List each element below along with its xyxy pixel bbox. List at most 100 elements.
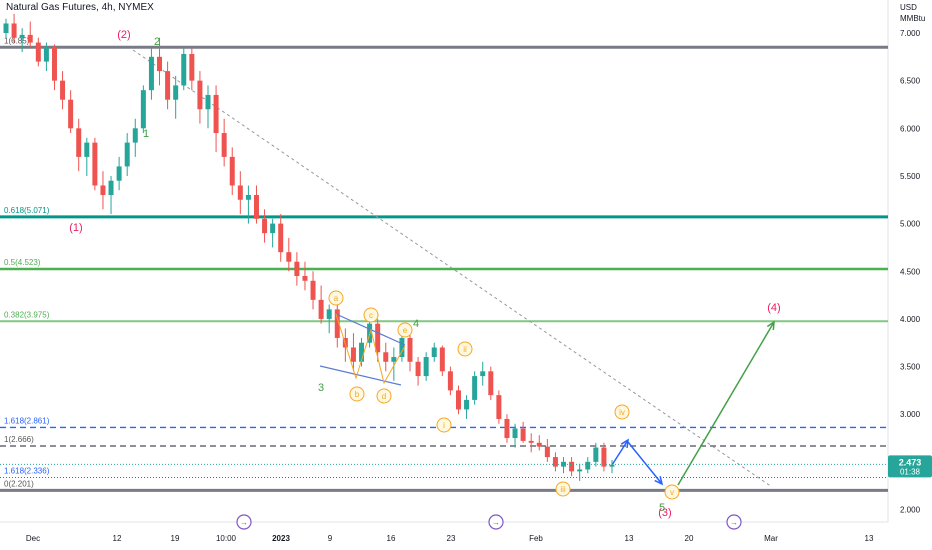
- price-badge-value: 2.473: [899, 457, 922, 467]
- y-tick-label: 3.500: [900, 363, 921, 372]
- candle-body: [68, 99, 74, 129]
- candle-body: [585, 461, 591, 470]
- candle-body: [35, 42, 41, 62]
- wave-label-circle: [555, 481, 571, 497]
- candle-body: [464, 399, 470, 410]
- y-tick-label: 4.500: [900, 267, 921, 276]
- y-tick-label: 4.000: [900, 315, 921, 324]
- wave-label: a: [334, 294, 339, 303]
- candle-body: [350, 347, 356, 362]
- candle-body: [205, 94, 211, 110]
- y-tick-label: 2.000: [900, 506, 921, 515]
- candle-body: [552, 457, 558, 467]
- candle-body: [375, 323, 381, 353]
- y-tick-label: 6.500: [900, 77, 921, 86]
- candle-body: [11, 23, 17, 38]
- wave-label: (2): [117, 29, 130, 41]
- wave-label-circle: [376, 388, 392, 404]
- candle-body: [51, 47, 57, 81]
- level-label: 1.618(2.861): [4, 416, 50, 425]
- wave-label-circle: [664, 484, 680, 500]
- level-label: 1(2.666): [4, 435, 34, 444]
- candle-body: [27, 34, 33, 43]
- wave-label: v: [670, 488, 674, 497]
- candle-body: [318, 299, 324, 319]
- x-tick-label: Feb: [529, 534, 543, 543]
- x-tick-label: 16: [387, 534, 396, 543]
- candle-body: [213, 94, 219, 134]
- candle-body: [165, 71, 171, 100]
- wave-label: iii: [560, 485, 566, 494]
- projection-arrow-wave4-head: [766, 320, 775, 331]
- wave-label-circle: [328, 290, 344, 306]
- event-marker-icon: [726, 514, 742, 530]
- level-label: 0.5(4.523): [4, 258, 41, 267]
- candle-body: [407, 337, 413, 362]
- wave-label: 2: [154, 36, 160, 48]
- projection-arrow-up: [611, 439, 629, 466]
- level-label: 0.618(5.071): [4, 206, 50, 215]
- y-tick-label: 3.000: [900, 410, 921, 419]
- candle-body: [229, 156, 235, 186]
- candle-body: [116, 166, 122, 181]
- x-tick-label: 9: [328, 534, 333, 543]
- x-tick-label: 20: [685, 534, 694, 543]
- candle-body: [262, 218, 268, 234]
- candle-body: [569, 461, 575, 472]
- candle-body: [334, 309, 340, 338]
- wedge-upper-line: [335, 313, 406, 346]
- candle-body: [3, 23, 9, 33]
- wave-label: iv: [619, 408, 625, 417]
- candle-body: [270, 223, 276, 234]
- candle-body: [157, 56, 163, 72]
- candle-body: [173, 85, 179, 100]
- wave-label: 3: [318, 382, 324, 394]
- candle-body: [294, 261, 300, 277]
- level-label: 1(6.85): [4, 36, 30, 45]
- candle-body: [561, 461, 567, 467]
- candle-body: [359, 342, 365, 362]
- projection-arrow-up-head: [620, 438, 629, 449]
- candle-body: [286, 252, 292, 262]
- candle-body: [488, 371, 494, 396]
- candle-body: [504, 418, 510, 439]
- candle-body: [19, 34, 25, 38]
- x-tick-label: 19: [171, 534, 180, 543]
- candle-body: [92, 142, 98, 186]
- candle-body: [221, 133, 227, 157]
- x-tick-label: 2023: [272, 534, 290, 543]
- candle-body: [601, 447, 607, 467]
- price-badge: [888, 455, 932, 478]
- candle-body: [84, 142, 90, 157]
- candle-body: [480, 371, 486, 377]
- candle-body: [383, 352, 389, 362]
- candle-body: [455, 390, 461, 410]
- level-label: 0.382(3.975): [4, 310, 50, 319]
- wave-label: 4: [413, 318, 419, 330]
- event-marker-icon: [236, 514, 252, 530]
- candle-body: [439, 347, 445, 372]
- candle-body: [302, 276, 308, 281]
- event-marker-glyph: →: [240, 518, 248, 527]
- candle-body: [237, 185, 243, 200]
- candle-body: [124, 142, 130, 167]
- candle-body: [60, 80, 66, 100]
- x-tick-label: Mar: [764, 534, 778, 543]
- wave-label: 1: [143, 128, 149, 140]
- chart-title: Natural Gas Futures, 4h, NYMEX: [6, 2, 154, 13]
- candle-body: [423, 357, 429, 377]
- candle-body: [43, 47, 49, 62]
- candle-body: [140, 90, 146, 129]
- x-tick-label: Dec: [26, 534, 40, 543]
- candle-body: [544, 446, 550, 458]
- candle-body: [278, 223, 284, 253]
- event-marker-glyph: →: [730, 518, 738, 527]
- price-badge-timer: 01:38: [900, 467, 921, 476]
- candle-body: [536, 442, 542, 447]
- candle-body: [391, 357, 397, 362]
- x-tick-label: 13: [625, 534, 634, 543]
- wave-label: c: [369, 311, 373, 320]
- candle-body: [310, 280, 316, 300]
- x-tick-label: 12: [113, 534, 122, 543]
